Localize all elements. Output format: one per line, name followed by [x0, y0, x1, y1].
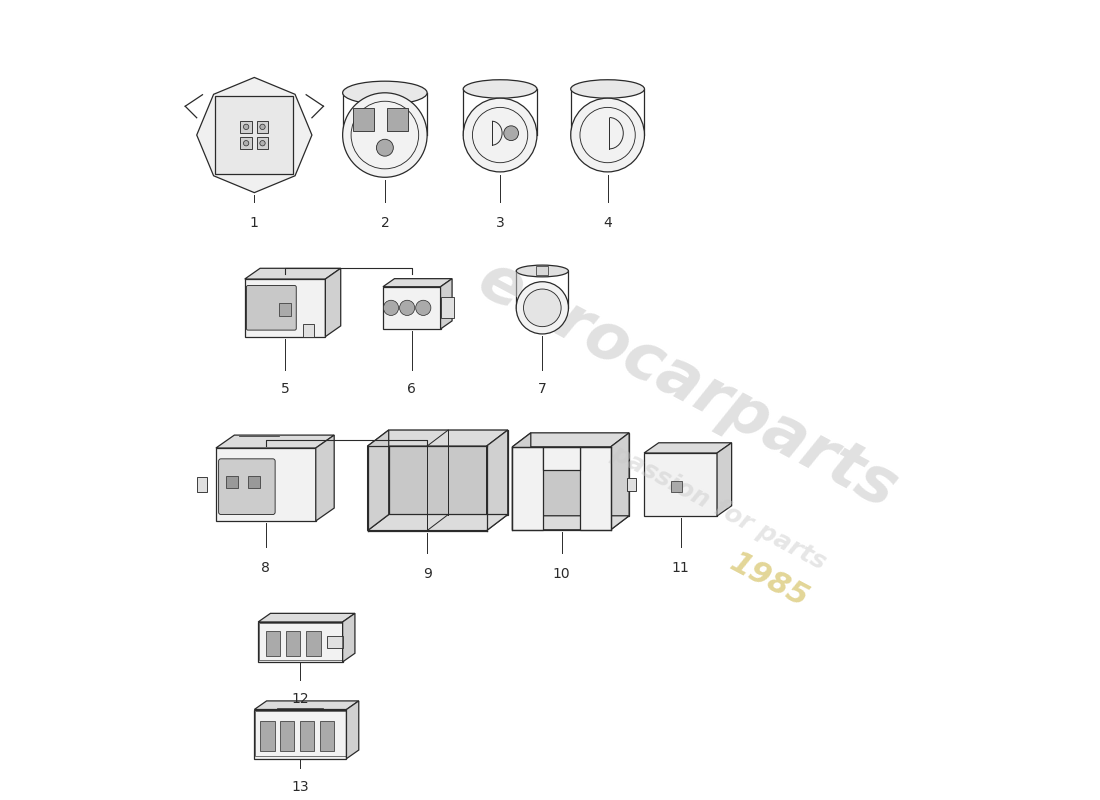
Text: 12: 12 — [292, 692, 309, 706]
Polygon shape — [316, 435, 334, 521]
Circle shape — [384, 300, 398, 315]
Bar — [279, 303, 292, 315]
Polygon shape — [580, 447, 611, 530]
Circle shape — [376, 139, 394, 156]
Circle shape — [243, 141, 249, 146]
Circle shape — [243, 124, 249, 130]
Polygon shape — [244, 268, 341, 279]
Polygon shape — [627, 478, 637, 490]
Bar — [671, 482, 682, 492]
Bar — [255, 711, 345, 756]
Ellipse shape — [571, 98, 645, 172]
Bar — [261, 721, 275, 751]
Polygon shape — [254, 710, 346, 758]
Bar — [320, 721, 334, 751]
Polygon shape — [244, 279, 326, 337]
Text: 11: 11 — [672, 562, 690, 575]
Polygon shape — [531, 433, 629, 516]
Polygon shape — [254, 701, 359, 710]
Text: 6: 6 — [407, 382, 416, 396]
Bar — [240, 121, 252, 133]
Bar — [302, 324, 315, 337]
Polygon shape — [367, 430, 388, 530]
Bar — [256, 121, 268, 133]
Polygon shape — [367, 430, 508, 446]
Bar — [258, 623, 342, 660]
Circle shape — [260, 124, 265, 130]
Polygon shape — [645, 453, 717, 516]
Polygon shape — [342, 614, 355, 662]
Bar — [280, 721, 295, 751]
Ellipse shape — [351, 102, 419, 169]
Polygon shape — [645, 442, 732, 453]
Ellipse shape — [463, 98, 537, 172]
Polygon shape — [513, 447, 542, 530]
Bar — [256, 138, 268, 149]
Ellipse shape — [342, 81, 427, 105]
FancyBboxPatch shape — [246, 286, 296, 330]
Text: 1985: 1985 — [725, 548, 813, 614]
Bar — [266, 631, 280, 656]
Bar — [328, 636, 342, 648]
Bar — [441, 298, 454, 318]
Text: 8: 8 — [262, 562, 271, 575]
Polygon shape — [346, 701, 359, 758]
Bar — [536, 266, 549, 275]
Polygon shape — [513, 516, 629, 530]
Polygon shape — [486, 430, 508, 530]
Bar — [226, 476, 239, 489]
Text: 5: 5 — [280, 382, 289, 396]
Polygon shape — [513, 433, 531, 530]
Ellipse shape — [571, 80, 645, 98]
Ellipse shape — [463, 80, 537, 98]
Ellipse shape — [342, 93, 427, 178]
Ellipse shape — [472, 107, 528, 162]
Text: 2: 2 — [381, 216, 389, 230]
Polygon shape — [367, 514, 508, 530]
Polygon shape — [441, 278, 452, 329]
Bar — [248, 476, 261, 489]
Circle shape — [504, 126, 518, 141]
FancyBboxPatch shape — [219, 459, 275, 514]
Polygon shape — [513, 433, 629, 447]
Ellipse shape — [580, 107, 635, 162]
Text: 9: 9 — [422, 566, 431, 581]
Text: passion for parts: passion for parts — [607, 441, 830, 574]
Polygon shape — [388, 430, 508, 514]
Bar — [353, 107, 374, 131]
Polygon shape — [542, 447, 580, 470]
Circle shape — [260, 141, 265, 146]
Polygon shape — [258, 614, 355, 622]
Ellipse shape — [516, 265, 569, 277]
Bar — [300, 721, 315, 751]
Bar — [306, 631, 321, 656]
Text: 1: 1 — [250, 216, 258, 230]
Text: 13: 13 — [292, 780, 309, 794]
Polygon shape — [326, 268, 341, 337]
Text: 7: 7 — [538, 382, 547, 396]
Bar — [240, 138, 252, 149]
Bar — [216, 96, 294, 174]
Circle shape — [399, 300, 415, 315]
Ellipse shape — [524, 289, 561, 326]
Circle shape — [416, 300, 431, 315]
Polygon shape — [383, 286, 441, 329]
Polygon shape — [197, 477, 207, 492]
Polygon shape — [216, 448, 316, 521]
Polygon shape — [258, 622, 342, 662]
Text: 4: 4 — [603, 216, 612, 230]
Bar — [286, 631, 300, 656]
Polygon shape — [717, 442, 732, 516]
Ellipse shape — [516, 282, 569, 334]
Polygon shape — [383, 278, 452, 286]
Polygon shape — [610, 433, 629, 530]
Polygon shape — [216, 435, 334, 448]
Text: 3: 3 — [496, 216, 505, 230]
Text: 10: 10 — [552, 566, 570, 581]
Polygon shape — [197, 78, 312, 193]
Bar — [387, 107, 408, 131]
Text: eurocarparts: eurocarparts — [469, 248, 909, 522]
